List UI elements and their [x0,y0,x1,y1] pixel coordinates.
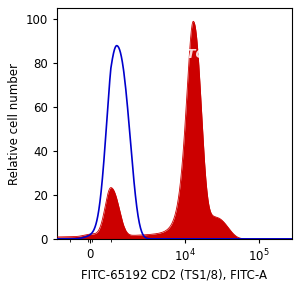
X-axis label: FITC-65192 CD2 (TS1/8), FITC-A: FITC-65192 CD2 (TS1/8), FITC-A [81,269,267,282]
Text: WWW.PTGLAB.COM: WWW.PTGLAB.COM [130,48,275,61]
Y-axis label: Relative cell number: Relative cell number [8,63,21,185]
